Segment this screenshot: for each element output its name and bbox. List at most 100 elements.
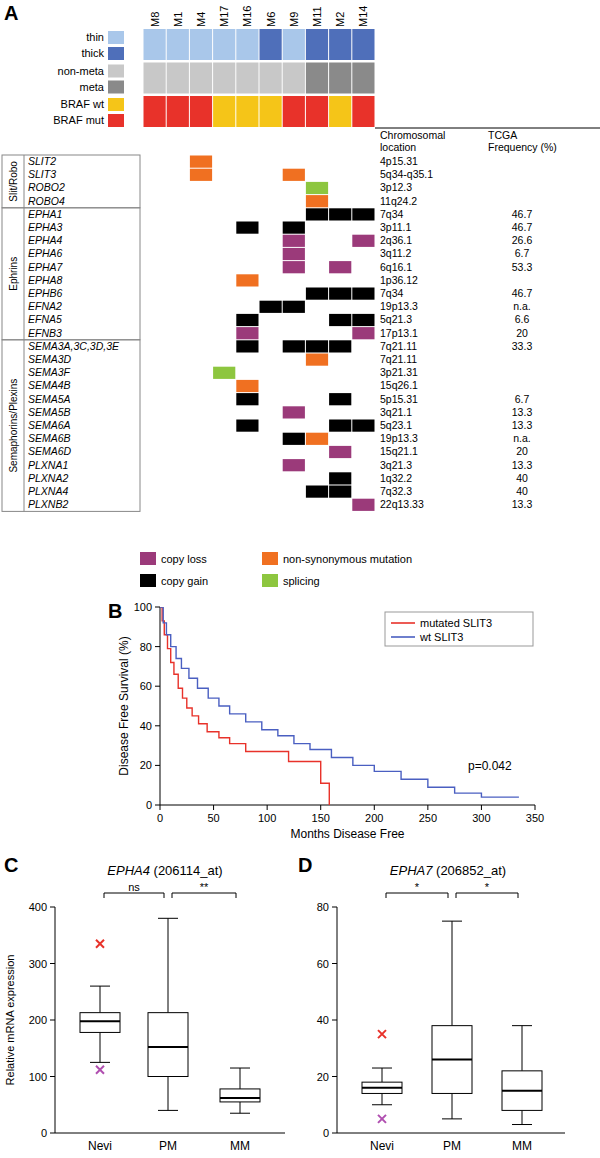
significance-bracket <box>104 893 164 898</box>
legend-label: mutated SLIT3 <box>420 617 492 629</box>
figure: AM8M1M4M17M16M6M9M11M2M14thinthicknon-me… <box>0 0 600 1158</box>
legend-swatch <box>262 574 278 587</box>
frequency: 53.3 <box>512 261 533 273</box>
x-tick <box>267 805 268 810</box>
track-cell <box>306 29 328 60</box>
alteration-cell <box>352 288 374 300</box>
whisker-lower <box>168 1077 169 1111</box>
alteration-cell <box>283 248 305 260</box>
alteration-cell <box>236 340 258 352</box>
x-axis <box>55 1133 285 1134</box>
alteration-cell <box>236 420 258 432</box>
x-tick <box>427 805 428 810</box>
location: 7q34 <box>380 208 404 220</box>
track-cell <box>236 63 258 94</box>
alteration-cell <box>352 327 374 339</box>
track-cell <box>213 63 235 94</box>
gene-label: EPHA4 <box>28 234 63 246</box>
x-tick <box>481 805 482 810</box>
alteration-cell <box>236 327 258 339</box>
y-axis-label: Relative mRNA expression <box>4 955 16 1086</box>
panel-label: D <box>298 854 312 876</box>
significance-bracket <box>386 893 448 898</box>
location: 15q26.1 <box>380 379 418 391</box>
alteration-cell <box>283 301 305 313</box>
cap-lower <box>372 1104 392 1105</box>
group-label: Slit/Robo <box>8 161 19 202</box>
alteration-cell <box>306 182 328 194</box>
location: 3q11.2 <box>380 247 411 259</box>
y-axis-label: Disease Free Survival (%) <box>117 636 131 775</box>
frequency: n.a. <box>513 432 531 444</box>
gene-label: EPHA7 <box>28 261 64 273</box>
gene-label: EFNA2 <box>28 300 62 312</box>
frequency: 46.7 <box>512 287 533 299</box>
group-divider <box>24 155 25 208</box>
whisker-upper <box>382 1068 383 1082</box>
whisker-upper <box>240 1068 241 1089</box>
location: 3p21.31 <box>380 366 418 378</box>
frequency: 13.3 <box>512 406 533 418</box>
gene-label: PLXNA4 <box>28 485 68 497</box>
legend-swatch <box>140 552 156 565</box>
sample-label: M4 <box>195 12 207 27</box>
location: 3q21.1 <box>380 406 412 418</box>
group-box <box>2 155 140 208</box>
y-tick-label: 40 <box>140 720 152 732</box>
location: 3q21.3 <box>380 459 412 471</box>
cap-lower <box>512 1124 532 1125</box>
alteration-cell <box>306 354 328 366</box>
track-cell <box>167 29 189 60</box>
legend-label: wt SLIT3 <box>419 631 463 643</box>
frequency: 33.3 <box>512 340 533 352</box>
alteration-cell <box>329 340 351 352</box>
track-cell <box>329 96 351 127</box>
alteration-cell <box>236 222 258 234</box>
alteration-cell <box>329 472 351 484</box>
alteration-cell <box>283 261 305 273</box>
y-tick-label: 0 <box>146 799 152 811</box>
panel-label: C <box>4 854 18 876</box>
x-tick <box>213 805 214 810</box>
y-tick-label: 40 <box>317 1014 329 1026</box>
alteration-cell <box>352 314 374 326</box>
alteration-cell <box>190 156 212 168</box>
y-tick <box>50 1020 55 1021</box>
legend-swatch <box>140 574 156 587</box>
x-tick-label: 200 <box>365 812 383 824</box>
alteration-cell <box>306 208 328 220</box>
location: 19p13.3 <box>380 300 418 312</box>
x-tick-label: 150 <box>312 812 330 824</box>
x-axis <box>160 805 535 806</box>
box <box>432 1026 472 1094</box>
header-line: Chromosomal <box>380 129 445 141</box>
category-label: Nevi <box>88 1139 112 1153</box>
alteration-cell <box>352 499 374 511</box>
whisker-lower <box>240 1102 241 1113</box>
legend-line <box>391 622 415 624</box>
whisker-lower <box>452 1093 453 1118</box>
track-cell <box>190 63 212 94</box>
track-label: thick <box>81 47 104 59</box>
group-divider <box>24 340 25 512</box>
location: 5q34-q35.1 <box>380 168 433 180</box>
gene-label: EFNA5 <box>28 313 62 325</box>
track-cell <box>306 96 328 127</box>
significance-label: ** <box>200 881 209 893</box>
track-cell <box>144 63 166 94</box>
frequency: 20 <box>516 445 528 457</box>
y-tick <box>155 805 160 806</box>
track-swatch <box>108 114 124 127</box>
x-axis <box>337 1133 565 1134</box>
alteration-cell <box>329 420 351 432</box>
y-tick-label: 20 <box>317 1071 329 1083</box>
track-cell <box>352 63 374 94</box>
median <box>502 1090 542 1092</box>
track-label: BRAF mut <box>53 114 104 126</box>
title: EPHA4 (206114_at) <box>107 863 222 878</box>
y-tick <box>50 1133 55 1134</box>
group-divider <box>24 208 25 340</box>
gene-label: SEMA3A,3C,3D,3E <box>28 340 120 352</box>
outlier <box>378 1030 386 1038</box>
panel-label: A <box>4 2 18 24</box>
